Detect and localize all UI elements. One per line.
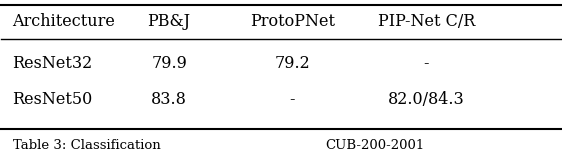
Text: CUB-200-2001: CUB-200-2001	[326, 139, 425, 152]
Text: 83.8: 83.8	[151, 91, 187, 108]
Text: ResNet32: ResNet32	[12, 55, 93, 72]
Text: PB&J: PB&J	[148, 13, 191, 30]
Text: ProtoPNet: ProtoPNet	[250, 13, 335, 30]
Text: 79.2: 79.2	[274, 55, 310, 72]
Text: Architecture: Architecture	[12, 13, 115, 30]
Text: Table 3: Classification: Table 3: Classification	[12, 139, 160, 152]
Text: -: -	[289, 91, 295, 108]
Text: 79.9: 79.9	[151, 55, 187, 72]
Text: -: -	[424, 55, 429, 72]
Text: 82.0/84.3: 82.0/84.3	[388, 91, 465, 108]
Text: PIP-Net C/R: PIP-Net C/R	[378, 13, 475, 30]
Text: ResNet50: ResNet50	[12, 91, 93, 108]
